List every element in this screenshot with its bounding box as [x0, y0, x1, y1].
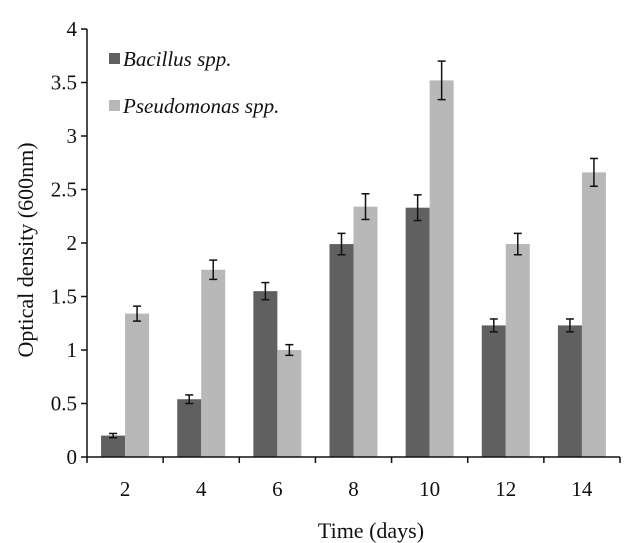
y-tick-label: 2 [67, 231, 78, 255]
error-bar [133, 305, 142, 322]
bar [429, 80, 454, 458]
error-bar [489, 318, 498, 333]
bar [201, 269, 226, 457]
x-tick-label: 2 [120, 477, 131, 501]
bar [277, 350, 302, 457]
y-tick-label: 2.5 [51, 178, 77, 202]
error-bars [109, 60, 598, 439]
y-tick-label: 0 [67, 445, 78, 469]
bar [505, 244, 530, 457]
error-bar [261, 281, 270, 301]
bar [481, 325, 506, 457]
y-tick-label: 3.5 [51, 71, 77, 95]
x-tick-label: 4 [196, 477, 207, 501]
x-tick-label: 8 [348, 477, 359, 501]
error-bar [589, 157, 598, 188]
error-bar [185, 394, 194, 405]
x-axis-title: Time (days) [318, 518, 424, 543]
bar [353, 206, 378, 457]
bar [125, 313, 150, 457]
legend-label-bacillus: Bacillus spp. [123, 47, 232, 71]
bar [329, 244, 354, 457]
legend-swatch-bacillus [109, 53, 120, 64]
error-bar [361, 193, 370, 221]
y-tick-label: 1 [67, 338, 78, 362]
bar [557, 325, 582, 457]
bar-series [101, 80, 606, 458]
error-bar [109, 432, 118, 439]
bar [177, 399, 202, 457]
y-tick-label: 0.5 [51, 392, 77, 416]
legend-swatch-pseudomonas [109, 100, 120, 111]
y-axis-title: Optical density (600nm) [13, 142, 38, 357]
y-tick-label: 1.5 [51, 285, 77, 309]
x-tick-label: 14 [571, 477, 593, 501]
error-bar [565, 318, 574, 333]
y-tick-label: 3 [67, 124, 78, 148]
error-bar [337, 232, 346, 256]
y-axis-ticks: 0 0.5 1 1.5 2 2.5 3 3.5 4 [51, 17, 87, 469]
x-axis-ticks: 2 4 6 8 10 12 14 [86, 457, 621, 501]
error-bar [513, 232, 522, 256]
x-tick-label: 10 [419, 477, 440, 501]
bar [253, 291, 278, 457]
x-tick-label: 6 [272, 477, 283, 501]
error-bar [209, 259, 218, 281]
y-tick-label: 4 [67, 17, 78, 41]
error-bar [413, 194, 422, 222]
error-bar [437, 60, 446, 101]
bar [581, 172, 606, 457]
bar [405, 207, 430, 457]
x-tick-label: 12 [495, 477, 516, 501]
error-bar [285, 343, 294, 357]
legend: Bacillus spp. Pseudomonas spp. [109, 47, 279, 118]
bar [101, 435, 126, 457]
legend-label-pseudomonas: Pseudomonas spp. [122, 94, 279, 118]
